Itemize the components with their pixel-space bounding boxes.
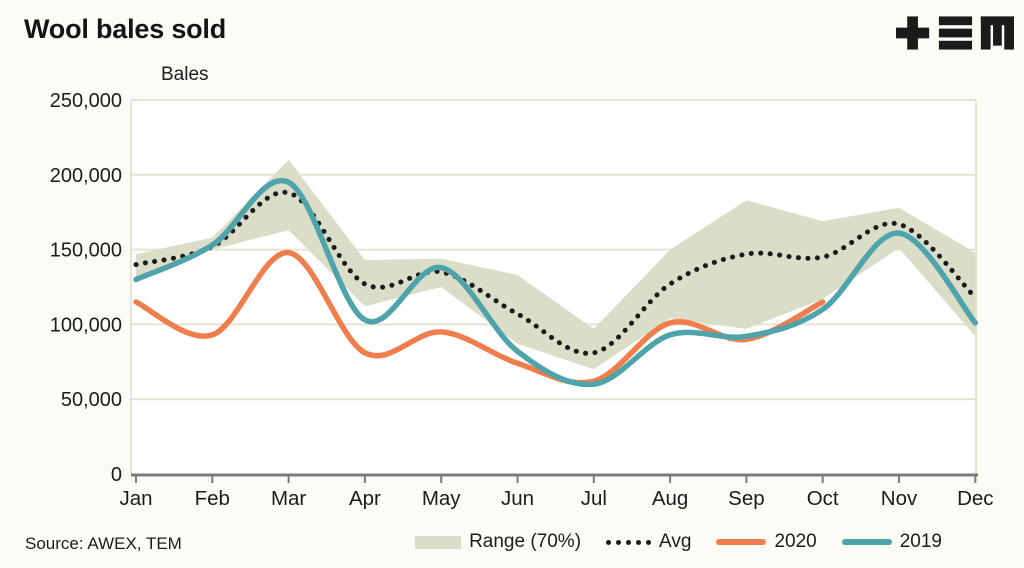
x-tick-label: Jan [119, 487, 152, 510]
x-tick-label: Oct [807, 487, 839, 510]
x-tick-label: Jun [501, 487, 534, 510]
x-tick-label: Nov [881, 487, 918, 510]
logo-m-left [980, 16, 991, 50]
y-tick-label: 200,000 [50, 165, 122, 187]
line-2019-swatch [841, 539, 892, 545]
avg-dotted-swatch [606, 539, 652, 545]
x-tick-label: Aug [652, 487, 688, 510]
legend-label: Range (70%) [469, 531, 582, 552]
range-band [136, 159, 976, 370]
y-tick-label: 100,000 [50, 314, 122, 336]
line-2020-swatch [716, 539, 767, 545]
logo-e-bar [938, 16, 973, 26]
logo-m-right [1004, 16, 1014, 50]
y-tick-label: 250,000 [50, 90, 122, 112]
y-tick-label: 150,000 [50, 240, 122, 262]
tem-logo [896, 16, 1014, 50]
x-tick-label: Apr [349, 487, 381, 510]
avg-line [133, 189, 978, 356]
x-tick-label: Feb [195, 487, 230, 510]
x-tick-label: May [422, 487, 461, 510]
legend-item-2020: 2020 [716, 531, 817, 553]
x-tick-label: Mar [271, 487, 306, 510]
chart-title: Wool bales sold [24, 14, 227, 44]
y-tick-label: 50,000 [61, 389, 122, 411]
legend-item-range: Range (70%) [415, 531, 581, 553]
x-tick-label: Dec [957, 487, 993, 510]
legend-label: 2020 [774, 531, 817, 552]
legend-item-avg: Avg [606, 531, 691, 553]
logo-m-mid [993, 16, 1002, 46]
line-2019 [133, 177, 979, 388]
y-tick-label: 0 [111, 464, 122, 486]
source-note: Source: AWEX, TEM [25, 534, 182, 553]
legend-label: 2019 [899, 531, 942, 552]
y-axis-title: Bales [161, 64, 209, 85]
logo-e-bar [938, 40, 973, 50]
logo-plus-v [907, 16, 918, 50]
range-band-swatch [415, 535, 462, 549]
chart-legend: Range (70%) Avg 2020 2019 [415, 529, 942, 555]
logo-e-bar [938, 28, 973, 38]
plot-area [131, 100, 976, 474]
legend-item-2019: 2019 [841, 531, 942, 553]
legend-label: Avg [659, 531, 692, 552]
x-tick-label: Sep [728, 487, 764, 510]
x-tick-label: Jul [581, 487, 607, 510]
line-2020 [133, 249, 826, 386]
